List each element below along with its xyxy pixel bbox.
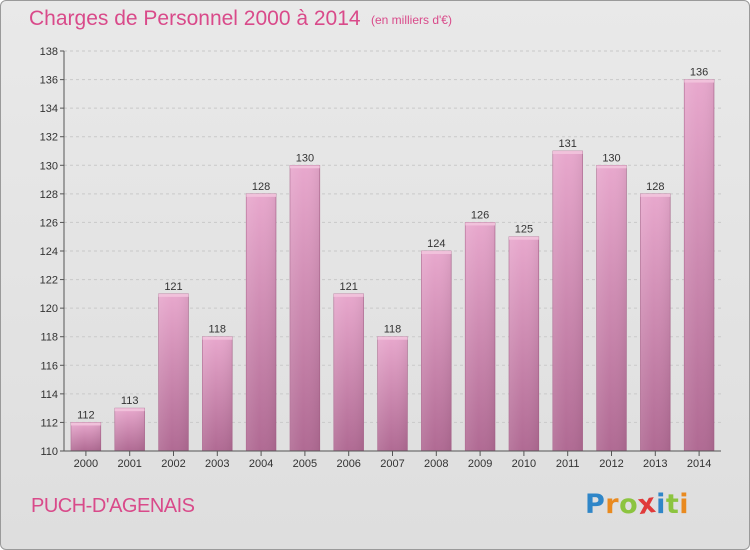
y-tick-label: 112 — [40, 417, 58, 429]
y-tick-label: 116 — [40, 360, 58, 372]
bar-highlight — [640, 193, 671, 451]
y-tick-label: 136 — [40, 75, 58, 87]
x-tick-label: 2000 — [74, 458, 98, 470]
logo-letter: i — [679, 489, 690, 520]
bar-highlight — [114, 408, 145, 451]
bar-top-edge — [465, 222, 495, 226]
chart-subtitle: (en milliers d'€) — [371, 13, 452, 27]
y-tick-label: 128 — [40, 189, 58, 201]
y-tick-label: 132 — [40, 132, 58, 144]
logo-letter: o — [619, 489, 639, 520]
x-tick-label: 2005 — [293, 458, 317, 470]
bar-value-label: 113 — [121, 395, 139, 407]
logo-letter: i — [656, 489, 666, 520]
x-tick-label: 2011 — [556, 458, 580, 470]
bar-top-edge — [246, 193, 276, 197]
x-tick-label: 2004 — [249, 458, 273, 470]
logo-letter: t — [665, 489, 680, 520]
bar-top-edge — [596, 165, 627, 169]
bar-top-edge — [71, 422, 101, 426]
bar-top-edge — [114, 408, 145, 412]
bar-highlight — [552, 151, 583, 451]
bar-value-label: 130 — [602, 152, 620, 164]
bar-value-label: 118 — [384, 324, 402, 336]
y-tick-label: 122 — [40, 275, 58, 287]
x-tick-label: 2008 — [424, 458, 448, 470]
y-tick-label: 114 — [40, 389, 58, 401]
bar-value-label: 126 — [471, 209, 489, 221]
y-tick-label: 124 — [40, 246, 58, 258]
chart-title: Charges de Personnel 2000 à 2014 — [29, 7, 361, 30]
y-tick-label: 120 — [40, 303, 58, 315]
y-tick-label: 134 — [40, 103, 58, 115]
x-tick-label: 2001 — [117, 458, 141, 470]
y-tick-label: 110 — [40, 446, 58, 458]
bar-value-label: 121 — [164, 281, 182, 293]
x-tick-label: 2003 — [205, 458, 229, 470]
x-tick-label: 2013 — [643, 458, 667, 470]
proxiti-logo: Proxiti — [585, 487, 690, 522]
bar-highlight — [246, 193, 276, 451]
bar-highlight — [202, 336, 233, 451]
bar-top-edge — [290, 165, 320, 169]
logo-letter: P — [585, 489, 606, 520]
x-tick-label: 2006 — [336, 458, 360, 470]
logo-letter: x — [636, 487, 659, 522]
y-tick-label: 130 — [40, 160, 58, 172]
x-tick-label: 2014 — [687, 458, 711, 470]
bar-top-edge — [552, 151, 583, 154]
bar-value-label: 124 — [427, 238, 445, 250]
x-tick-label: 2009 — [468, 458, 492, 470]
bar-highlight — [596, 165, 627, 452]
bar-top-edge — [509, 236, 539, 240]
x-tick-label: 2010 — [512, 458, 536, 470]
bar-value-label: 125 — [515, 224, 533, 236]
bar-highlight — [377, 336, 408, 451]
logo-letter: r — [605, 489, 620, 520]
x-tick-label: 2007 — [380, 458, 404, 470]
y-tick-label: 118 — [40, 332, 58, 344]
bar-top-edge — [684, 79, 714, 83]
bar-top-edge — [158, 293, 189, 297]
x-tick-label: 2002 — [161, 458, 185, 470]
bars: 112 113 121 118 128 130 121 118 124 126 125 131 130 1… — [70, 67, 715, 452]
axes: 110 112 114 116 118 120 122 124 126 128 130 132 134 1… — [40, 46, 721, 470]
bar-highlight — [465, 222, 495, 451]
bar-highlight — [421, 251, 452, 451]
bar-highlight — [333, 293, 364, 451]
bar-top-edge — [377, 336, 408, 340]
bar-top-edge — [202, 336, 233, 340]
bar-value-label: 118 — [209, 324, 227, 336]
bar-top-edge — [421, 251, 452, 254]
y-tick-label: 126 — [40, 217, 58, 229]
bar-value-label: 131 — [559, 138, 577, 150]
city-name: PUCH-D'AGENAIS — [31, 495, 195, 517]
bar-value-label: 128 — [646, 181, 664, 193]
bar-highlight — [290, 165, 320, 452]
bar-highlight — [509, 236, 539, 451]
bar-value-label: 130 — [296, 152, 314, 164]
bar-value-label: 136 — [690, 67, 708, 79]
bar-highlight — [71, 422, 101, 451]
bar-value-label: 112 — [77, 409, 95, 421]
bar-highlight — [684, 79, 714, 452]
bar-value-label: 121 — [340, 281, 358, 293]
bar-value-label: 128 — [252, 181, 270, 193]
x-tick-label: 2012 — [599, 458, 623, 470]
bar-highlight — [158, 293, 189, 451]
bar-top-edge — [333, 293, 364, 297]
y-tick-label: 138 — [40, 46, 58, 58]
bar-top-edge — [640, 193, 671, 197]
